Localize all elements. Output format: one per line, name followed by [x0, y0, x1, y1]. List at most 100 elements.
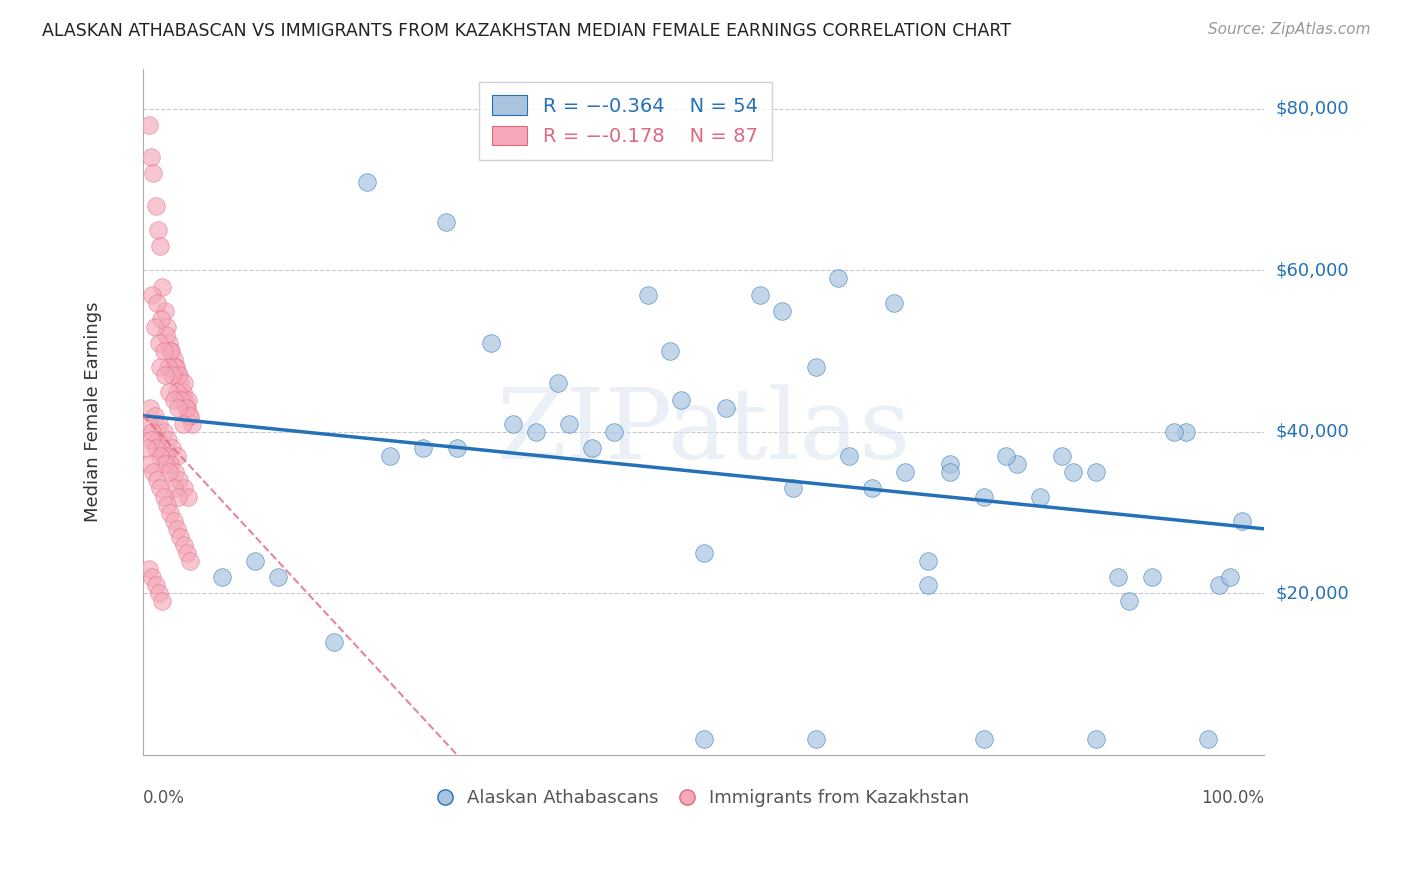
Point	[141, 425, 163, 439]
Point	[637, 287, 659, 301]
Text: ALASKAN ATHABASCAN VS IMMIGRANTS FROM KAZAKHSTAN MEDIAN FEMALE EARNINGS CORRELAT: ALASKAN ATHABASCAN VS IMMIGRANTS FROM KA…	[42, 22, 1011, 40]
Point	[917, 554, 939, 568]
Legend: Alaskan Athabascans, Immigrants from Kazakhstan: Alaskan Athabascans, Immigrants from Kaz…	[430, 782, 976, 814]
Point	[1208, 578, 1230, 592]
Text: 0.0%: 0.0%	[143, 789, 186, 807]
Point	[1084, 465, 1107, 479]
Point	[211, 570, 233, 584]
Point	[153, 303, 176, 318]
Point	[603, 425, 626, 439]
Point	[1163, 425, 1185, 439]
Point	[143, 320, 166, 334]
Point	[157, 384, 180, 399]
Point	[156, 360, 179, 375]
Point	[139, 457, 162, 471]
Point	[412, 441, 434, 455]
Point	[162, 514, 184, 528]
Point	[142, 167, 165, 181]
Point	[148, 586, 170, 600]
Point	[146, 295, 169, 310]
Text: $80,000: $80,000	[1275, 100, 1348, 118]
Point	[148, 336, 170, 351]
Point	[883, 295, 905, 310]
Point	[479, 336, 502, 351]
Point	[1118, 594, 1140, 608]
Point	[434, 215, 457, 229]
Point	[177, 490, 200, 504]
Point	[1174, 425, 1197, 439]
Point	[671, 392, 693, 407]
Point	[939, 465, 962, 479]
Point	[139, 401, 162, 415]
Point	[1062, 465, 1084, 479]
Point	[378, 449, 401, 463]
Point	[995, 449, 1018, 463]
Point	[166, 449, 188, 463]
Point	[446, 441, 468, 455]
Point	[838, 449, 860, 463]
Point	[146, 223, 169, 237]
Point	[150, 594, 173, 608]
Point	[659, 344, 682, 359]
Point	[692, 731, 714, 746]
Point	[153, 457, 176, 471]
Point	[145, 199, 167, 213]
Point	[827, 271, 849, 285]
Point	[502, 417, 524, 431]
Point	[142, 465, 165, 479]
Point	[176, 401, 198, 415]
Point	[166, 384, 188, 399]
Point	[160, 344, 183, 359]
Point	[804, 360, 827, 375]
Point	[152, 344, 174, 359]
Point	[150, 279, 173, 293]
Text: $60,000: $60,000	[1275, 261, 1348, 279]
Text: ZIPatlas: ZIPatlas	[496, 384, 911, 480]
Point	[973, 490, 995, 504]
Point	[162, 482, 184, 496]
Point	[155, 328, 177, 343]
Point	[1052, 449, 1074, 463]
Point	[179, 409, 201, 423]
Point	[1140, 570, 1163, 584]
Point	[714, 401, 737, 415]
Point	[172, 417, 194, 431]
Point	[167, 401, 190, 415]
Point	[782, 482, 804, 496]
Point	[169, 530, 191, 544]
Point	[153, 368, 176, 383]
Point	[169, 376, 191, 391]
Point	[177, 392, 200, 407]
Point	[179, 554, 201, 568]
Point	[149, 360, 172, 375]
Text: $40,000: $40,000	[1275, 423, 1348, 441]
Point	[156, 433, 179, 447]
Point	[173, 376, 195, 391]
Point	[163, 360, 186, 375]
Point	[1007, 457, 1029, 471]
Point	[165, 360, 187, 375]
Text: 100.0%: 100.0%	[1201, 789, 1264, 807]
Point	[166, 522, 188, 536]
Point	[145, 578, 167, 592]
Point	[173, 482, 195, 496]
Point	[148, 417, 170, 431]
Point	[141, 287, 163, 301]
Point	[174, 401, 197, 415]
Point	[173, 538, 195, 552]
Point	[692, 546, 714, 560]
Point	[145, 441, 167, 455]
Point	[176, 546, 198, 560]
Point	[162, 392, 184, 407]
Point	[162, 441, 184, 455]
Point	[170, 392, 193, 407]
Point	[524, 425, 547, 439]
Point	[167, 474, 190, 488]
Point	[1084, 731, 1107, 746]
Point	[267, 570, 290, 584]
Point	[1107, 570, 1129, 584]
Point	[179, 409, 201, 423]
Point	[152, 425, 174, 439]
Text: Median Female Earnings: Median Female Earnings	[84, 301, 101, 522]
Point	[138, 562, 160, 576]
